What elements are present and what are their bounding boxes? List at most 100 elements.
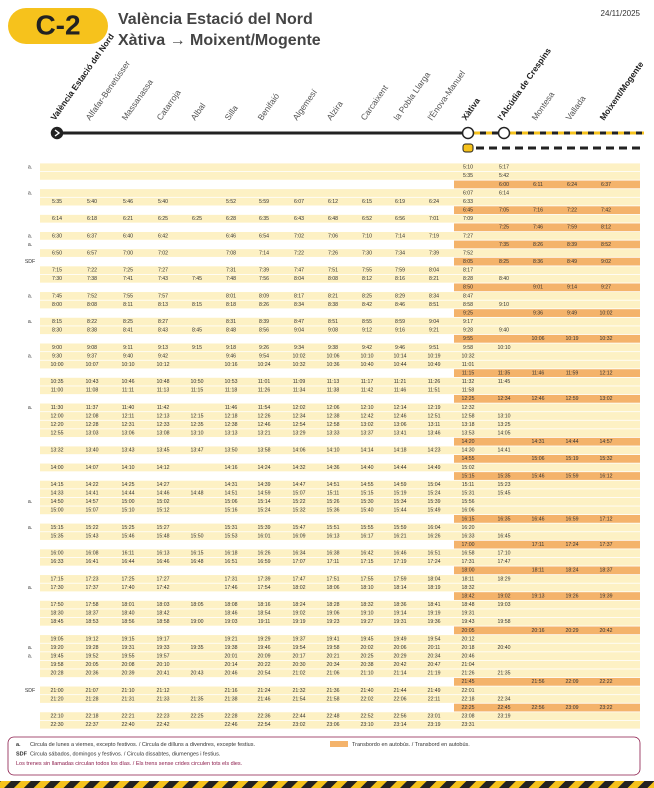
time: 18:37 [86,611,99,617]
time: 22:56 [532,705,545,711]
time: 19:31 [122,645,135,651]
time: 10:06 [532,336,545,342]
time: 19:45 [51,653,64,659]
time: 13:32 [51,448,64,454]
time: 6:43 [294,216,304,222]
row-note: SDF [25,688,35,694]
time: 20:12 [462,636,475,642]
row-note: a. [28,242,32,248]
time: 7:26 [328,250,338,256]
time: 19:02 [293,611,306,617]
note-text: Circula de lunes a viernes, excepto fest… [30,742,255,748]
row-bg [40,274,640,283]
time: 8:13 [158,302,168,308]
time: 7:14 [395,233,405,239]
time: 8:25 [499,259,509,265]
time: 13:40 [86,448,99,454]
time: 18:32 [462,585,475,591]
time: 13:18 [462,422,475,428]
time: 14:44 [122,491,135,497]
time: 10:49 [428,362,441,368]
time: 15:39 [428,499,441,505]
row-bg-bus [454,334,640,343]
note-mark: SDF [16,751,28,757]
time: 19:11 [258,619,271,625]
time: 9:54 [259,353,269,359]
time: 23:10 [361,722,374,728]
station-name: Albal [188,101,207,122]
time: 15:15 [361,491,374,497]
time: 9:08 [87,345,97,351]
time: 13:29 [293,431,306,437]
time: 6:14 [499,190,509,196]
time: 6:18 [87,216,97,222]
station-name: Silla [222,103,240,122]
time: 14:22 [86,482,99,488]
station-name: Carcaixent [358,83,390,123]
time: 9:27 [601,285,611,291]
time: 12:59 [566,396,579,402]
row-bg [40,583,640,592]
time: 14:51 [327,482,340,488]
time: 21:32 [293,688,306,694]
row-bg [40,412,640,420]
time: 7:56 [259,276,269,282]
time: 17:11 [327,559,340,565]
time: 9:08 [328,328,338,334]
rows: a. 5:10 5:17 5:35 5:42 6:00 6:11 6:24 6:37 a. 6:07… [25,163,640,729]
time: 21:49 [428,688,441,694]
time: 19:20 [51,645,64,651]
time: 17:51 [327,576,340,582]
time: 20:54 [258,671,271,677]
time: 20:18 [462,645,475,651]
time: 7:22 [294,250,304,256]
time: 15:23 [498,482,511,488]
time: 14:31 [225,482,238,488]
time: 21:36 [327,688,340,694]
time: 14:31 [532,439,545,445]
time: 5:52 [226,199,236,205]
time: 8:38 [328,302,338,308]
time: 22:25 [191,714,204,720]
row-bg [40,232,640,240]
time: 9:36 [533,310,543,316]
time: 20:41 [157,671,170,677]
time: 17:46 [225,585,238,591]
time: 9:55 [463,336,473,342]
row-note: SDF [25,259,35,265]
time: 7:45 [192,276,202,282]
time: 18:41 [428,602,441,608]
row-note: a. [28,405,32,411]
time: 20:01 [225,653,238,659]
row-bg [40,669,640,678]
time: 21:07 [86,688,99,694]
row-bg [40,712,640,721]
time: 16:59 [566,516,579,522]
time: 22:01 [462,688,475,694]
time: 17:37 [86,585,99,591]
time: 6:50 [52,250,62,256]
time: 11:46 [225,405,238,411]
time: 8:46 [395,302,405,308]
time: 12:38 [327,413,340,419]
time: 6:42 [158,233,168,239]
time: 7:30 [52,276,62,282]
time: 16:59 [258,559,271,565]
time: 23:09 [566,705,579,711]
train-icon [462,143,474,153]
time: 10:44 [394,362,407,368]
time: 17:30 [51,585,64,591]
time: 6:14 [52,216,62,222]
time: 20:42 [394,662,407,668]
time: 14:48 [191,491,204,497]
time: 19:55 [122,653,135,659]
time: 22:42 [157,722,170,728]
time: 9:38 [328,345,338,351]
row-bg [40,300,640,309]
time: 22:34 [498,696,511,702]
time: 22:02 [361,696,374,702]
time: 18:16 [258,602,271,608]
time: 14:47 [293,482,306,488]
time: 6:56 [395,216,405,222]
time: 19:13 [532,593,545,599]
